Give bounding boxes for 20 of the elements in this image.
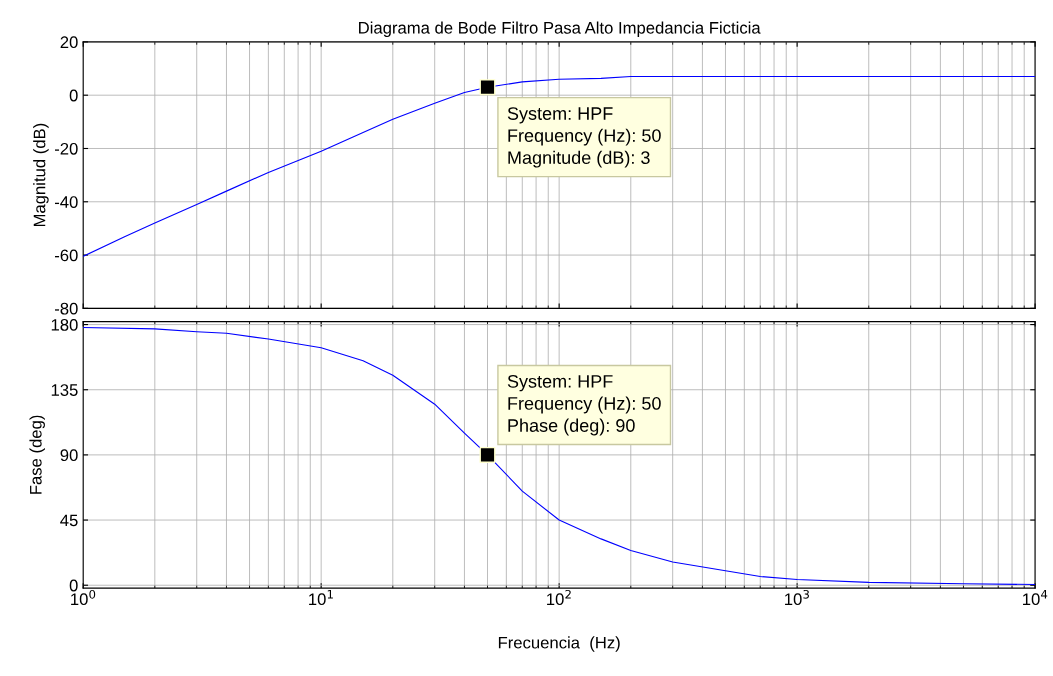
y-tick-label: -80 [54, 302, 78, 315]
x-axis-title: Frecuencia (Hz) [498, 636, 620, 652]
y-tick-label: 20 [60, 36, 78, 49]
x-tick-label: 10$^{3}$ [785, 589, 809, 606]
annotation: System: HPF Frequency (Hz): 50 Phase (deg): 90 [507, 374, 661, 436]
y-tick-label: 0 [69, 89, 78, 102]
chart-title: Diagrama de Bode Filtro Pasa Alto Impedancia Ficticia [359, 21, 761, 38]
x-tick-label: 10$^{2}$ [547, 589, 571, 606]
y-tick-label: -60 [54, 249, 78, 262]
x-tick-label: 10$^{4}$ [1023, 590, 1048, 606]
x-tick-label: 10$^{1}$ [309, 590, 333, 606]
y-tick-label: -40 [54, 196, 78, 208]
y-axis-title: Fase (deg) [29, 415, 45, 494]
y-axis-title: Magnitud (dB) [33, 123, 49, 227]
y-tick-label: 180 [51, 318, 78, 331]
y-tick-label: 135 [51, 384, 78, 396]
y-tick-label: 90 [60, 449, 78, 462]
annotation: System: HPF Frequency (Hz): 50 Magnitude (dB): 3 [507, 107, 661, 168]
y-tick-label: -20 [54, 142, 78, 155]
y-tick-label: 45 [60, 514, 78, 527]
